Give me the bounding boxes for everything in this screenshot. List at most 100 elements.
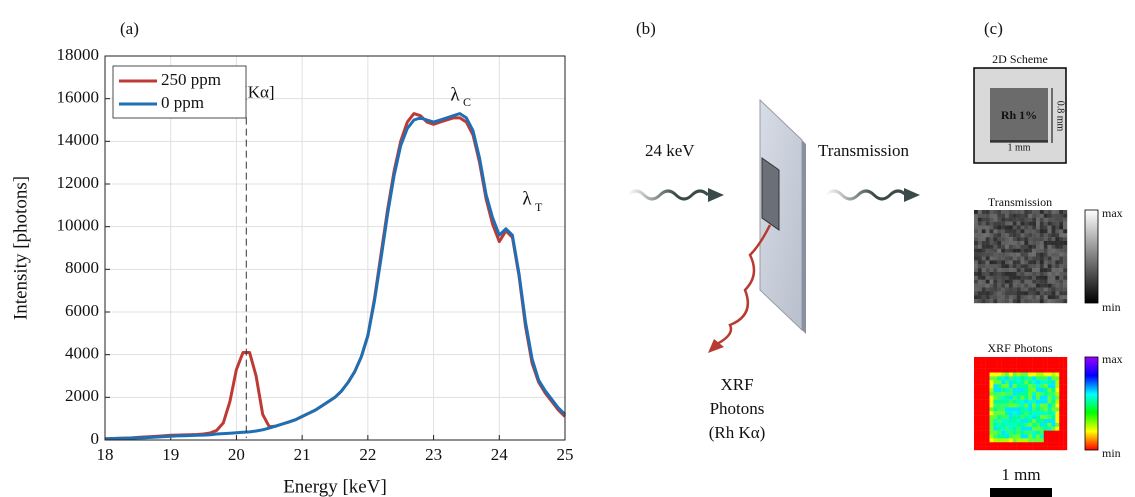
pixel — [1043, 229, 1048, 234]
pixel — [985, 395, 990, 400]
pixel — [1005, 376, 1010, 381]
pixel — [985, 256, 990, 261]
pixel — [981, 248, 986, 253]
pixel — [974, 391, 979, 396]
pixel — [1032, 225, 1037, 230]
scale-bar — [990, 488, 1052, 497]
pixel — [1001, 260, 1006, 265]
pixel — [1063, 287, 1068, 292]
pixel — [1028, 291, 1033, 296]
pixel — [1001, 434, 1006, 439]
pixel — [981, 399, 986, 404]
pixel — [985, 360, 990, 365]
pixel — [1005, 388, 1010, 393]
pixel — [1055, 256, 1060, 261]
pixel — [1024, 210, 1029, 215]
pixel — [1028, 422, 1033, 427]
pixel — [1008, 237, 1013, 242]
pixel — [1008, 438, 1013, 443]
pixel — [993, 407, 998, 412]
pixel — [1016, 287, 1021, 292]
pixel — [1059, 438, 1064, 443]
pixel — [1036, 241, 1041, 246]
pixel — [1012, 372, 1017, 377]
pixel — [997, 260, 1002, 265]
pixel — [974, 237, 979, 242]
pixel — [1020, 368, 1025, 373]
pixel — [1059, 360, 1064, 365]
pixel — [1024, 279, 1029, 284]
pixel — [993, 376, 998, 381]
pixel — [1043, 283, 1048, 288]
y-tick-label: 8000 — [65, 258, 99, 277]
pixel — [1016, 252, 1021, 257]
pixel — [974, 384, 979, 389]
pixel — [1005, 268, 1010, 273]
pixel — [1043, 217, 1048, 222]
pixel — [1028, 372, 1033, 377]
pixel — [1043, 299, 1048, 304]
pixel — [985, 275, 990, 280]
pixel — [1047, 360, 1052, 365]
pixel — [1055, 372, 1060, 377]
pixel — [1012, 357, 1017, 362]
pixel — [993, 388, 998, 393]
pixel — [1059, 268, 1064, 273]
pixel — [1051, 430, 1056, 435]
pixel — [977, 430, 982, 435]
pixel — [1039, 446, 1044, 451]
plot-area — [105, 56, 565, 440]
pixel — [1020, 364, 1025, 369]
pixel — [1055, 430, 1060, 435]
pixel — [1032, 264, 1037, 269]
pixel — [977, 403, 982, 408]
pixel — [1043, 241, 1048, 246]
pixel — [993, 299, 998, 304]
colorbar — [1084, 209, 1099, 304]
pixel — [1020, 241, 1025, 246]
pixel — [1047, 217, 1052, 222]
pixel — [1047, 233, 1052, 238]
pixel — [1016, 210, 1021, 215]
pixel — [1051, 225, 1056, 230]
pixel — [1012, 368, 1017, 373]
pixel — [1012, 415, 1017, 420]
pixel — [997, 364, 1002, 369]
pixel — [1051, 372, 1056, 377]
pixel — [1039, 388, 1044, 393]
pixel — [1055, 368, 1060, 373]
pixel — [1059, 295, 1064, 300]
pixel — [1039, 299, 1044, 304]
pixel — [1012, 252, 1017, 257]
pixel — [985, 422, 990, 427]
pixel — [1001, 411, 1006, 416]
pixel — [1032, 442, 1037, 447]
pixel — [1059, 275, 1064, 280]
pixel — [1055, 438, 1060, 443]
pixel — [1043, 411, 1048, 416]
pixel — [1020, 299, 1025, 304]
pixel — [1001, 252, 1006, 257]
pixel — [1051, 264, 1056, 269]
pixel — [1063, 399, 1068, 404]
pixel — [977, 260, 982, 265]
pixel — [1020, 225, 1025, 230]
y-axis-label: Intensity [photons] — [10, 176, 31, 320]
pixel — [1059, 407, 1064, 412]
pixel — [1016, 364, 1021, 369]
pixel — [1059, 256, 1064, 261]
pixel — [1051, 422, 1056, 427]
pixel — [1047, 210, 1052, 215]
pixel — [1051, 291, 1056, 296]
pixel — [1036, 295, 1041, 300]
pixel — [985, 225, 990, 230]
pixel — [993, 268, 998, 273]
pixel — [997, 264, 1002, 269]
pixel — [1012, 244, 1017, 249]
pixel — [1028, 213, 1033, 218]
pixel — [1024, 407, 1029, 412]
pixel — [1063, 388, 1068, 393]
pixel — [1063, 279, 1068, 284]
pixel — [1005, 291, 1010, 296]
